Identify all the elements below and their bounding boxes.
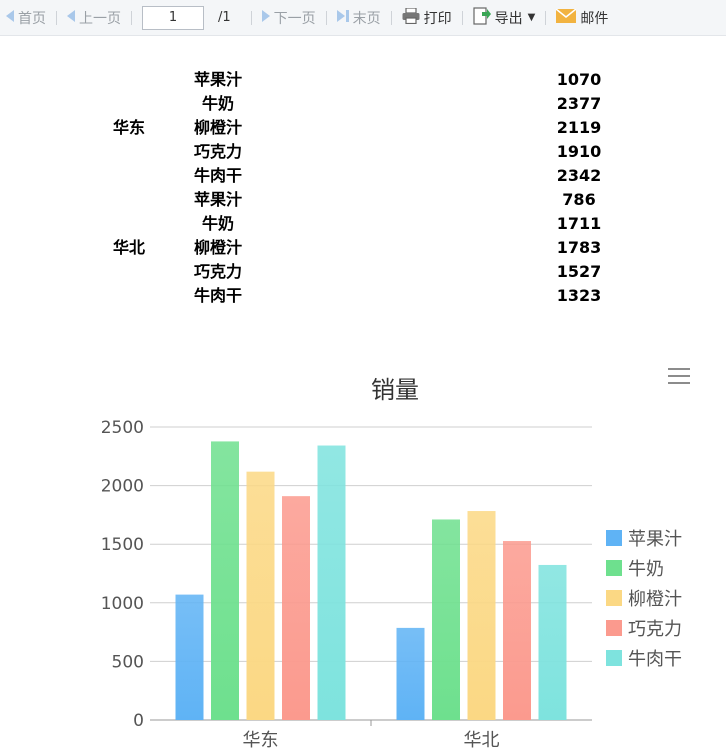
value-cell: 1910 (556, 142, 602, 161)
first-page-label: 首页 (18, 10, 46, 27)
last-page-label: 末页 (352, 10, 381, 27)
first-page-button[interactable]: 首页 (0, 0, 52, 36)
next-page-icon (261, 9, 270, 26)
product-cell: 牛奶 (201, 214, 234, 233)
toolbar-divider (325, 10, 327, 25)
product-cell: 巧克力 (193, 262, 242, 281)
y-tick-label: 0 (133, 711, 144, 731)
bar-1-1 (175, 594, 204, 720)
legend-label: 柳橙汁 (628, 589, 682, 610)
page-total: /1 (218, 10, 231, 25)
y-tick-label: 2000 (101, 477, 144, 497)
product-cell: 柳橙汁 (193, 118, 242, 137)
bar-4-2 (503, 541, 531, 720)
legend-label: 牛肉干 (628, 649, 682, 670)
next-page-label: 下一页 (273, 10, 316, 27)
mail-icon (555, 7, 577, 27)
bar-2-2 (432, 519, 460, 720)
value-cell: 1711 (556, 214, 602, 233)
printer-icon (402, 6, 420, 28)
next-page-button[interactable]: 下一页 (256, 0, 322, 36)
legend-label: 苹果汁 (628, 529, 682, 550)
page-number-input[interactable] (142, 5, 204, 30)
first-page-icon (6, 9, 14, 26)
product-cell: 苹果汁 (193, 70, 242, 89)
prev-page-button[interactable]: 上一页 (61, 0, 127, 36)
value-cell: 1783 (556, 238, 602, 257)
product-cell: 苹果汁 (193, 190, 242, 209)
toolbar-divider (131, 10, 132, 25)
y-tick-label: 2500 (101, 418, 144, 438)
region-label-north: 华北 (112, 238, 145, 257)
legend-swatch (606, 590, 622, 606)
toolbar-divider (250, 10, 252, 25)
legend-label: 牛奶 (628, 559, 664, 580)
chart-title: 销量 (371, 376, 419, 404)
sales-chart: 销量 0 500 1000 1500 2000 2500 华东 华北 苹果汁牛奶柳橙汁巧克力牛肉干 (0, 360, 726, 751)
print-label: 打印 (423, 10, 452, 27)
value-cell: 1323 (556, 286, 602, 305)
region-label-east: 华东 (112, 118, 145, 137)
product-cell: 巧克力 (193, 142, 242, 161)
toolbar-divider (461, 10, 463, 25)
value-cell: 2377 (556, 94, 602, 113)
bar-5-2 (538, 564, 567, 720)
bar-4-1 (282, 496, 310, 720)
product-cell: 牛肉干 (193, 166, 242, 185)
bar-1-2 (396, 627, 425, 720)
legend-label: 巧克力 (628, 619, 682, 640)
print-button[interactable]: 打印 (396, 0, 458, 36)
value-cell: 1527 (556, 262, 602, 281)
mail-button[interactable]: 邮件 (550, 0, 614, 36)
x-tick-label: 华北 (464, 730, 500, 751)
export-icon (473, 6, 491, 29)
y-tick-label: 1500 (101, 535, 144, 555)
last-page-button[interactable]: 末页 (331, 0, 387, 36)
y-tick-label: 500 (112, 652, 144, 672)
product-cell: 牛奶 (201, 94, 234, 113)
value-cell: 786 (562, 190, 596, 209)
report-toolbar: 首页 上一页 /1 下一页 末页 打印 导出 ▼ (0, 0, 726, 36)
toolbar-divider (56, 10, 57, 25)
chart-menu-icon[interactable] (668, 368, 690, 386)
bar-5-1 (317, 445, 346, 720)
value-cell: 2119 (556, 118, 602, 137)
legend-swatch (606, 650, 622, 666)
prev-page-icon (67, 9, 75, 26)
export-label: 导出 (494, 10, 523, 27)
chevron-down-icon: ▼ (527, 12, 536, 23)
legend-swatch (606, 620, 622, 636)
product-cell: 牛肉干 (193, 286, 242, 305)
mail-label: 邮件 (580, 10, 609, 27)
toolbar-divider (545, 10, 547, 25)
x-tick-label: 华东 (243, 730, 279, 751)
last-page-icon (336, 9, 349, 26)
bar-2-1 (211, 441, 239, 720)
value-cell: 2342 (556, 166, 602, 185)
legend-swatch (606, 530, 622, 546)
y-tick-label: 1000 (101, 594, 144, 614)
product-cell: 柳橙汁 (193, 238, 242, 257)
bar-3-2 (467, 511, 496, 720)
bar-3-1 (246, 471, 275, 720)
toolbar-divider (390, 10, 392, 25)
value-cell: 1070 (556, 70, 602, 89)
export-button[interactable]: 导出 ▼ (467, 0, 542, 36)
legend-swatch (606, 560, 622, 576)
prev-page-label: 上一页 (79, 10, 121, 27)
